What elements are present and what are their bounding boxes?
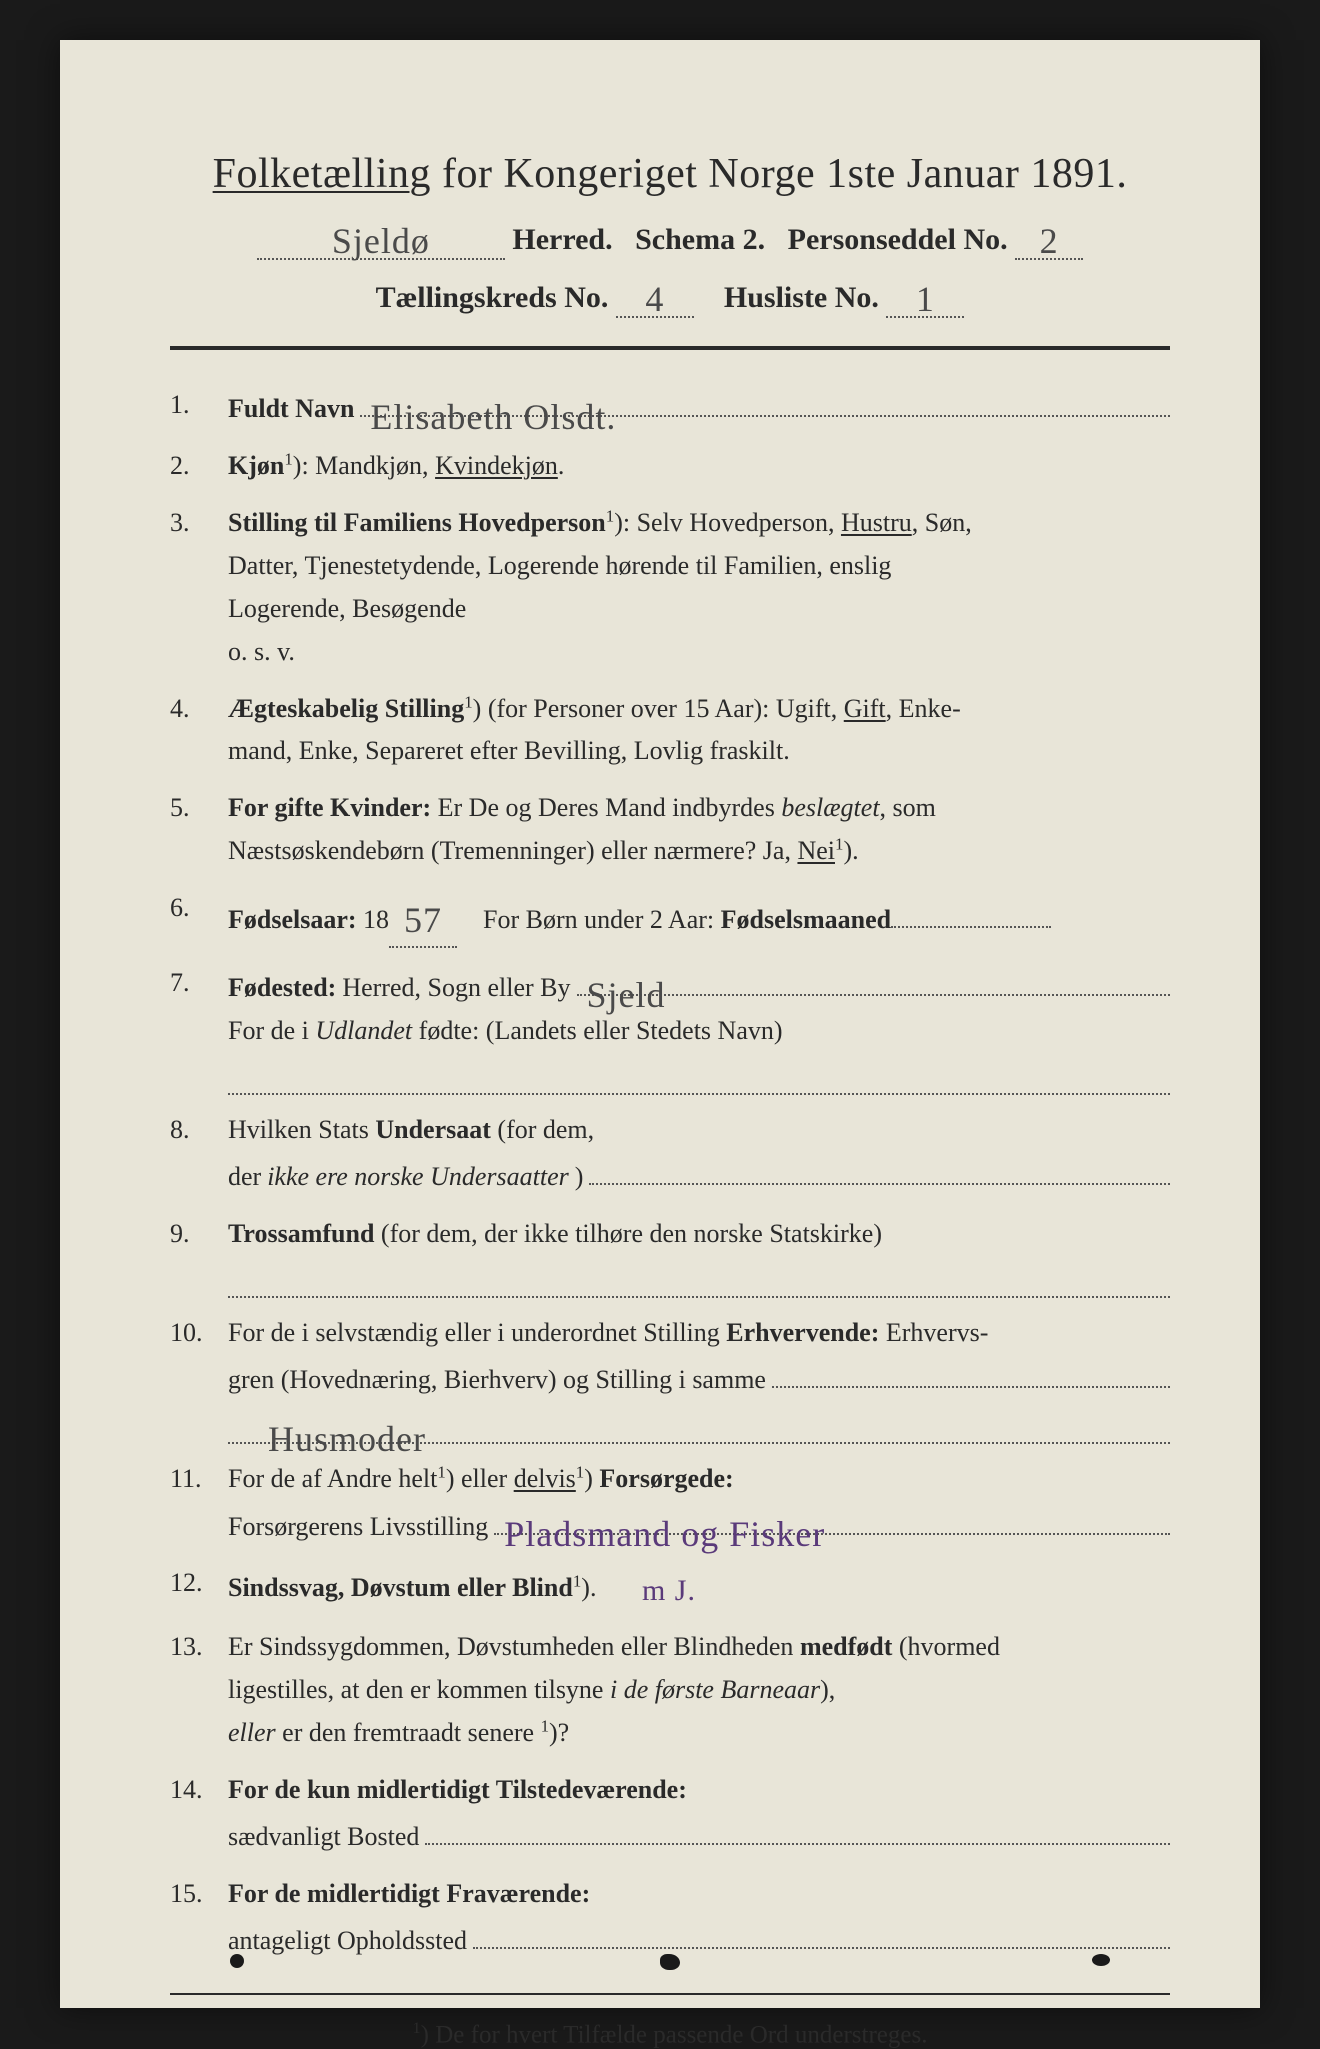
q7-value: Sjeld — [587, 966, 666, 999]
q4: Ægteskabelig Stilling1) (for Personer ov… — [170, 688, 1170, 774]
q10: For de i selvstændig eller i underordnet… — [170, 1312, 1170, 1444]
husliste-no: 1 — [916, 279, 935, 319]
question-list: Fuldt Navn Elisabeth Olsdt. Kjøn1): Mand… — [170, 384, 1170, 1963]
q1-value: Elisabeth Olsdt. — [370, 388, 616, 421]
personseddel-no: 2 — [1040, 221, 1059, 261]
kreds-line: Tællingskreds No. 4 Husliste No. 1 — [170, 274, 1170, 318]
q11: For de af Andre helt1) eller delvis1) Fo… — [170, 1458, 1170, 1548]
q12-note: m J. — [642, 1574, 696, 1607]
herred-line: Sjeldø Herred. Schema 2. Personseddel No… — [170, 216, 1170, 260]
q9: Trossamfund (for dem, der ikke tilhøre d… — [170, 1213, 1170, 1298]
ink-dot-icon — [660, 1954, 680, 1970]
q11-value: Pladsmand og Fisker — [504, 1505, 825, 1538]
census-form: Folketælling for Kongeriget Norge 1ste J… — [60, 40, 1260, 2008]
kreds-no: 4 — [645, 279, 664, 319]
q5: For gifte Kvinder: Er De og Deres Mand i… — [170, 787, 1170, 873]
q15: For de midlertidigt Fraværende: antageli… — [170, 1873, 1170, 1963]
q14: For de kun midlertidigt Tilstedeværende:… — [170, 1769, 1170, 1859]
ink-dot-icon — [230, 1954, 244, 1968]
divider-bottom — [170, 1993, 1170, 1995]
q2: Kjøn1): Mandkjøn, Kvindekjøn. — [170, 445, 1170, 488]
title-word: Folketælling — [213, 151, 431, 197]
q6: Fødselsaar: 1857 For Børn under 2 Aar: F… — [170, 887, 1170, 948]
divider-top — [170, 346, 1170, 350]
q2-selected: Kvindekjøn — [435, 451, 558, 480]
q3: Stilling til Familiens Hovedperson1): Se… — [170, 502, 1170, 674]
q8: Hvilken Stats Undersaat (for dem, der ik… — [170, 1109, 1170, 1199]
q13: Er Sindssygdommen, Døvstumheden eller Bl… — [170, 1626, 1170, 1755]
page-title: Folketælling for Kongeriget Norge 1ste J… — [170, 150, 1170, 198]
q12: Sindssvag, Døvstum eller Blind1). m J. — [170, 1562, 1170, 1612]
footnote: 1) De for hvert Tilfælde passende Ord un… — [170, 2019, 1170, 2049]
q1: Fuldt Navn Elisabeth Olsdt. — [170, 384, 1170, 431]
ink-dot-icon — [1092, 1954, 1110, 1966]
herred-value: Sjeldø — [332, 221, 430, 261]
q7: Fødested: Herred, Sogn eller By Sjeld Fo… — [170, 962, 1170, 1094]
page-frame: Folketælling for Kongeriget Norge 1ste J… — [0, 0, 1320, 2048]
q10-value: Husmoder — [268, 1410, 426, 1446]
q6-year: 57 — [404, 900, 442, 940]
